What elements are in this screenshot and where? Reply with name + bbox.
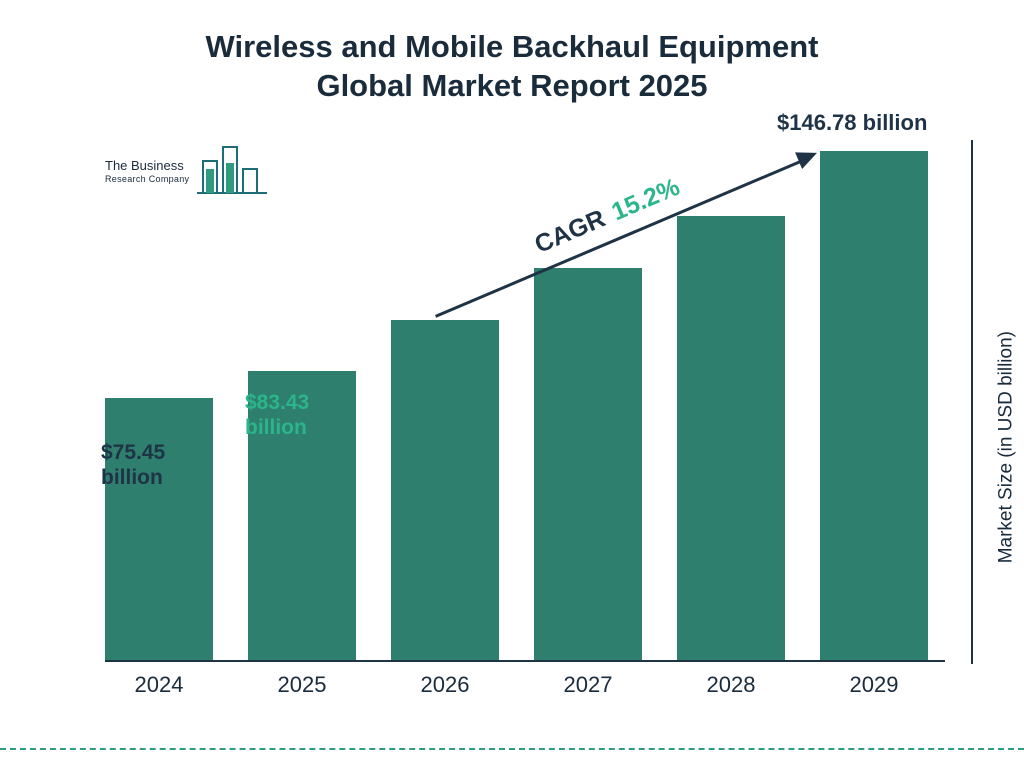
chart-title: Wireless and Mobile Backhaul Equipment G… bbox=[0, 28, 1024, 106]
xlabel-2028: 2028 bbox=[677, 672, 785, 698]
xlabel-2026: 2026 bbox=[391, 672, 499, 698]
y-axis bbox=[971, 140, 973, 664]
chart-area: 202420252026202720282029 $75.45 billion … bbox=[105, 140, 945, 700]
cagr-value: 15.2% bbox=[608, 173, 684, 226]
bar-2024 bbox=[105, 398, 213, 660]
chart-title-line1: Wireless and Mobile Backhaul Equipment bbox=[0, 28, 1024, 67]
chart-title-line2: Global Market Report 2025 bbox=[0, 67, 1024, 106]
cagr-arrowhead-icon bbox=[795, 145, 820, 169]
xlabel-2027: 2027 bbox=[534, 672, 642, 698]
value-label-2024: $75.45 billion bbox=[101, 440, 165, 490]
xlabel-2024: 2024 bbox=[105, 672, 213, 698]
footer-divider bbox=[0, 748, 1024, 750]
y-axis-title: Market Size (in USD billion) bbox=[995, 331, 1017, 563]
cagr-text: CAGR15.2% bbox=[531, 173, 685, 260]
xlabel-2029: 2029 bbox=[820, 672, 928, 698]
value-label-2025: $83.43 billion bbox=[245, 390, 309, 440]
cagr-label: CAGR bbox=[531, 204, 610, 259]
xlabel-2025: 2025 bbox=[248, 672, 356, 698]
x-axis bbox=[105, 660, 945, 662]
